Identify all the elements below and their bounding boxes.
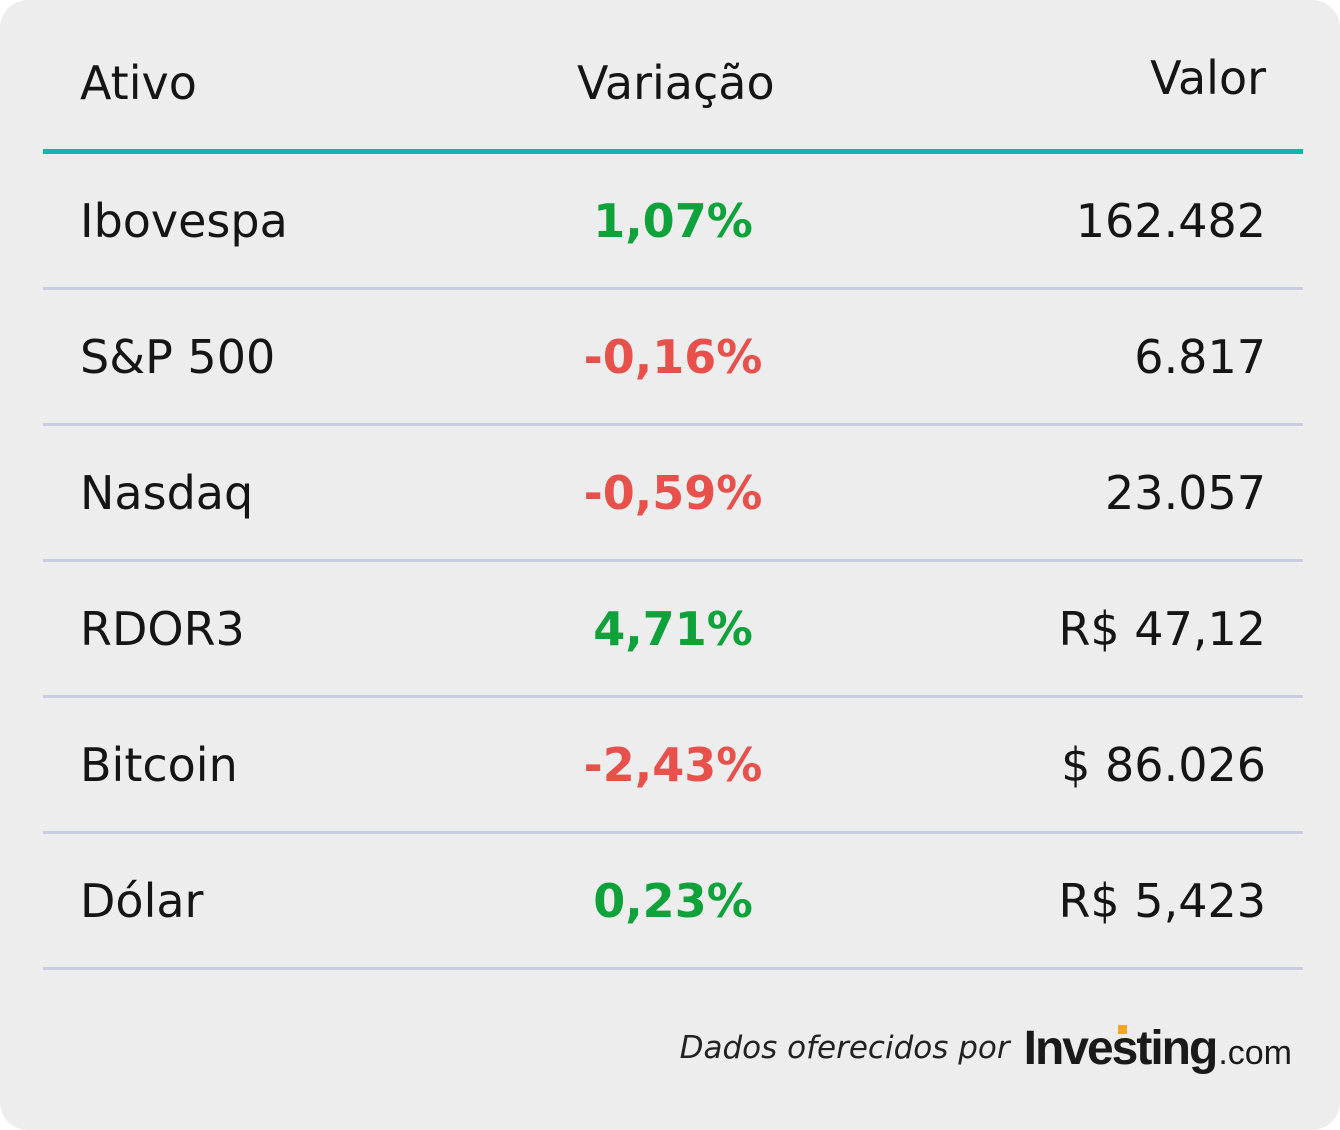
table-body: Ibovespa 1,07% 162.482 S&P 500 -0,16% 6.… xyxy=(43,154,1303,970)
investing-logo-dot-icon xyxy=(1117,1024,1127,1034)
asset-value: R$ 5,423 xyxy=(1058,873,1266,928)
asset-value: 6.817 xyxy=(1134,329,1266,384)
asset-name: Bitcoin xyxy=(80,737,238,792)
asset-value: 23.057 xyxy=(1105,465,1266,520)
asset-change: 0,23% xyxy=(593,873,753,928)
column-header-ativo: Ativo xyxy=(80,56,197,110)
table-row: Dólar 0,23% R$ 5,423 xyxy=(43,834,1303,970)
asset-change: -0,16% xyxy=(583,329,763,384)
asset-value: $ 86.026 xyxy=(1061,737,1266,792)
asset-name: S&P 500 xyxy=(80,329,276,384)
header-divider xyxy=(43,149,1303,154)
column-header-variacao: Variação xyxy=(577,56,775,110)
table-row: Bitcoin -2,43% $ 86.026 xyxy=(43,698,1303,834)
asset-name: Nasdaq xyxy=(80,465,254,520)
asset-name: RDOR3 xyxy=(80,601,245,656)
table-row: Nasdaq -0,59% 23.057 xyxy=(43,426,1303,562)
asset-change: -2,43% xyxy=(583,737,763,792)
investing-logo-suffix: .com xyxy=(1218,1033,1292,1072)
table-row: S&P 500 -0,16% 6.817 xyxy=(43,290,1303,426)
asset-change: 1,07% xyxy=(593,193,753,248)
table-row: RDOR3 4,71% R$ 47,12 xyxy=(43,562,1303,698)
asset-change: -0,59% xyxy=(583,465,763,520)
column-header-valor: Valor xyxy=(1150,51,1266,105)
asset-value: R$ 47,12 xyxy=(1058,601,1266,656)
table-header: Ativo Variação Valor xyxy=(43,0,1303,151)
investing-logo: Investing .com xyxy=(1024,1021,1292,1076)
asset-name: Ibovespa xyxy=(80,193,288,248)
asset-name: Dólar xyxy=(80,873,204,928)
table-row: Ibovespa 1,07% 162.482 xyxy=(43,154,1303,290)
data-source-text: Dados oferecidos por xyxy=(679,1030,1010,1066)
data-source-footer: Dados oferecidos por Investing .com xyxy=(680,1018,1292,1078)
asset-value: 162.482 xyxy=(1075,193,1266,248)
asset-change: 4,71% xyxy=(593,601,753,656)
